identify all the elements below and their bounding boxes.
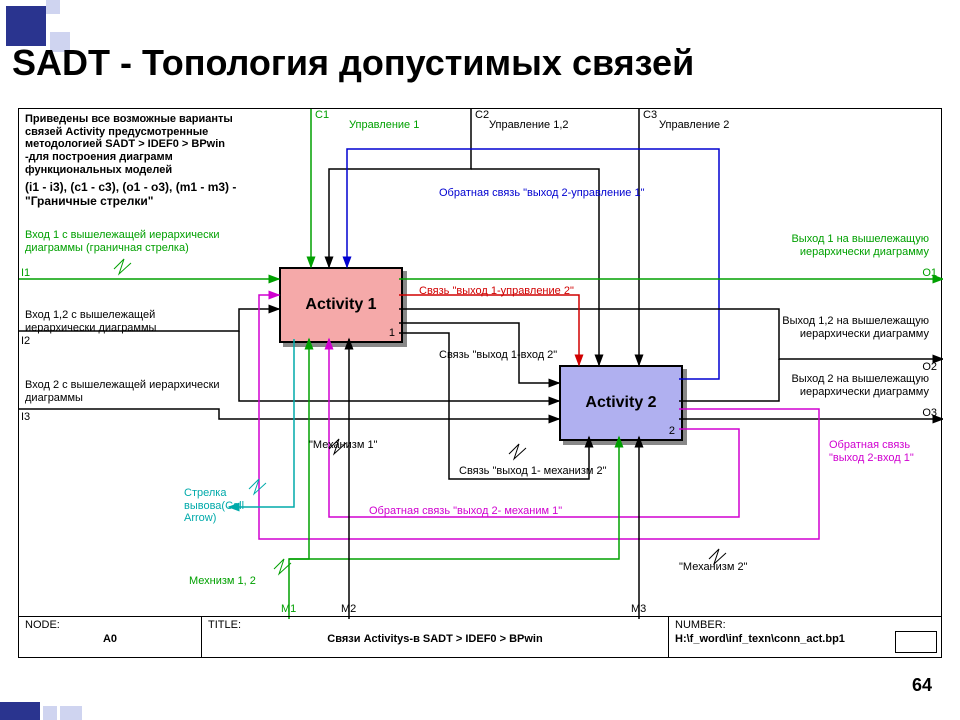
- tag-c3: C3: [643, 109, 657, 122]
- footer-corner-box: [895, 631, 937, 653]
- label-fb-o2-c1: Обратная связь "выход 2-управление 1": [439, 187, 645, 200]
- label-fb-o2-i1: Обратная связь "выход 2-вход 1": [829, 439, 919, 464]
- label-in2: Вход 2 с вышележащей иерархически диагра…: [25, 379, 225, 404]
- label-out2: Выход 2 на вышележащую иерархически диаг…: [739, 373, 929, 398]
- page-number: 64: [912, 675, 932, 696]
- tag-m1: M1: [281, 603, 296, 616]
- label-mech12: Мехнизм 1, 2: [189, 575, 256, 588]
- tag-o3: O3: [922, 407, 937, 420]
- slide-title: SADT - Топология допустимых связей: [12, 42, 694, 84]
- footer-number-label: NUMBER:: [675, 619, 935, 631]
- footer-title-value: Связи Activitys-в SADT > IDEF0 > BPwin: [208, 633, 662, 645]
- label-call: Стрелка вывова(Call Arrow): [184, 487, 264, 525]
- label-c3: Управление 2: [659, 119, 729, 132]
- diagram-arrows: [19, 109, 943, 619]
- tag-i1: I1: [21, 267, 30, 280]
- label-in1: Вход 1 с вышележащей иерархически диагра…: [25, 229, 245, 254]
- deco-square: [46, 0, 60, 14]
- label-mech1: "Механизм 1": [309, 439, 379, 452]
- footer-number-cell: NUMBER: H:\f_word\inf_texn\conn_act.bp1: [669, 617, 941, 657]
- footer-title-label: TITLE:: [208, 619, 662, 631]
- sadt-diagram: Приведены все возможные варианты связей …: [19, 109, 941, 617]
- footer-title-cell: TITLE: Связи Activitys-в SADT > IDEF0 > …: [202, 617, 669, 657]
- label-c2: Управление 1,2: [489, 119, 569, 132]
- footer-node-cell: NODE: A0: [19, 617, 202, 657]
- label-c1: Управление 1: [349, 119, 419, 132]
- tag-i2: I2: [21, 335, 30, 348]
- tag-c1: C1: [315, 109, 329, 122]
- footer-node-value: A0: [25, 633, 195, 645]
- tag-o1: O1: [922, 267, 937, 280]
- tag-c2: C2: [475, 109, 489, 122]
- tag-m2: M2: [341, 603, 356, 616]
- diagram-footer: NODE: A0 TITLE: Связи Activitys-в SADT >…: [19, 616, 941, 657]
- tag-m3: M3: [631, 603, 646, 616]
- deco-square: [0, 702, 40, 720]
- tag-i3: I3: [21, 411, 30, 424]
- label-link-o1-m2: Связь "выход 1- механизм 2": [459, 465, 607, 478]
- footer-node-label: NODE:: [25, 619, 195, 631]
- diagram-frame: Приведены все возможные варианты связей …: [18, 108, 942, 658]
- label-link-o1-i2: Связь "выход 1-вход 2": [439, 349, 557, 362]
- deco-square: [43, 706, 57, 720]
- label-mech2: "Механизм 2": [679, 561, 747, 574]
- deco-square: [6, 6, 46, 46]
- label-fb-o2-m1: Обратная связь "выход 2- механим 1": [369, 505, 562, 518]
- label-link-o1-c2: Связь "выход 1-управление 2": [419, 285, 574, 298]
- deco-square: [60, 706, 82, 720]
- tag-o2: O2: [922, 361, 937, 374]
- label-out12: Выход 1,2 на вышележащую иерархически ди…: [739, 315, 929, 340]
- label-in12: Вход 1,2 с вышележащей иерархически диаг…: [25, 309, 225, 334]
- label-out1: Выход 1 на вышележащую иерархически диаг…: [739, 233, 929, 258]
